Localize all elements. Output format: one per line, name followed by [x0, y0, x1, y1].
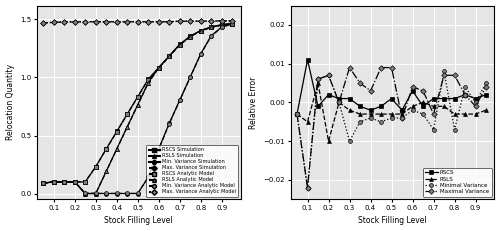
Maximal Variance	[346, 66, 352, 69]
Minimal Variance	[483, 82, 489, 85]
Maximal Variance	[368, 89, 374, 92]
Minimal Variance	[304, 186, 310, 189]
Maximal Variance	[462, 93, 468, 96]
RSLS	[420, 101, 426, 104]
Minimal Variance	[336, 101, 342, 104]
RSCS	[410, 89, 416, 92]
RSCS	[357, 105, 363, 108]
X-axis label: Stock Filling Level: Stock Filling Level	[358, 216, 427, 225]
RSCS	[452, 97, 458, 100]
RSLS	[410, 105, 416, 108]
RSCS	[378, 105, 384, 108]
RSLS	[399, 113, 405, 116]
Line: RSLS: RSLS	[295, 81, 488, 143]
RSCS	[430, 97, 436, 100]
RSLS	[441, 105, 447, 108]
RSCS	[304, 58, 310, 61]
RSLS	[452, 113, 458, 116]
Maximal Variance	[410, 85, 416, 88]
RSLS	[336, 101, 342, 104]
Maximal Variance	[304, 186, 310, 189]
Minimal Variance	[315, 78, 321, 81]
RSCS	[315, 105, 321, 108]
RSCS	[294, 113, 300, 116]
Line: Minimal Variance: Minimal Variance	[295, 70, 488, 190]
Maximal Variance	[357, 82, 363, 85]
RSCS	[326, 93, 332, 96]
Maximal Variance	[452, 74, 458, 77]
RSCS	[368, 109, 374, 112]
Maximal Variance	[326, 74, 332, 77]
Maximal Variance	[399, 117, 405, 119]
Minimal Variance	[399, 117, 405, 119]
Legend: RSCS Simulation, RSLS Simulation, Min. Variance Simulation, Max. Variance Simula: RSCS Simulation, RSLS Simulation, Min. V…	[146, 145, 238, 197]
RSLS	[378, 113, 384, 116]
RSCS	[472, 97, 478, 100]
Maximal Variance	[378, 66, 384, 69]
RSLS	[315, 82, 321, 85]
RSCS	[420, 105, 426, 108]
RSLS	[357, 113, 363, 116]
Minimal Variance	[462, 85, 468, 88]
Maximal Variance	[315, 78, 321, 81]
RSLS	[388, 113, 394, 116]
RSCS	[346, 97, 352, 100]
Minimal Variance	[346, 140, 352, 143]
Maximal Variance	[294, 113, 300, 116]
Minimal Variance	[378, 120, 384, 123]
Minimal Variance	[430, 128, 436, 131]
Minimal Variance	[441, 70, 447, 73]
RSLS	[368, 113, 374, 116]
Maximal Variance	[388, 66, 394, 69]
Line: RSCS: RSCS	[295, 58, 488, 116]
RSLS	[294, 113, 300, 116]
RSLS	[326, 140, 332, 143]
Y-axis label: Relative Error: Relative Error	[249, 76, 258, 129]
Minimal Variance	[326, 74, 332, 77]
RSCS	[336, 97, 342, 100]
RSLS	[304, 120, 310, 123]
Minimal Variance	[420, 113, 426, 116]
RSLS	[483, 109, 489, 112]
X-axis label: Stock Filling Level: Stock Filling Level	[104, 216, 173, 225]
Minimal Variance	[388, 117, 394, 119]
RSLS	[472, 113, 478, 116]
Y-axis label: Relocation Quantity: Relocation Quantity	[6, 64, 15, 140]
Minimal Variance	[294, 113, 300, 116]
Maximal Variance	[483, 85, 489, 88]
RSCS	[462, 93, 468, 96]
Maximal Variance	[472, 105, 478, 108]
RSLS	[430, 105, 436, 108]
Minimal Variance	[472, 101, 478, 104]
Maximal Variance	[420, 89, 426, 92]
Maximal Variance	[336, 101, 342, 104]
Maximal Variance	[441, 74, 447, 77]
RSCS	[399, 109, 405, 112]
Minimal Variance	[368, 117, 374, 119]
Minimal Variance	[357, 120, 363, 123]
RSCS	[483, 93, 489, 96]
Legend: RSCS, RSLS, Minimal Variance, Maximal Variance: RSCS, RSLS, Minimal Variance, Maximal Va…	[422, 168, 492, 197]
RSLS	[346, 109, 352, 112]
RSCS	[388, 97, 394, 100]
Minimal Variance	[452, 128, 458, 131]
RSLS	[462, 113, 468, 116]
Minimal Variance	[410, 109, 416, 112]
Line: Maximal Variance: Maximal Variance	[295, 66, 488, 190]
Maximal Variance	[430, 113, 436, 116]
RSCS	[441, 97, 447, 100]
